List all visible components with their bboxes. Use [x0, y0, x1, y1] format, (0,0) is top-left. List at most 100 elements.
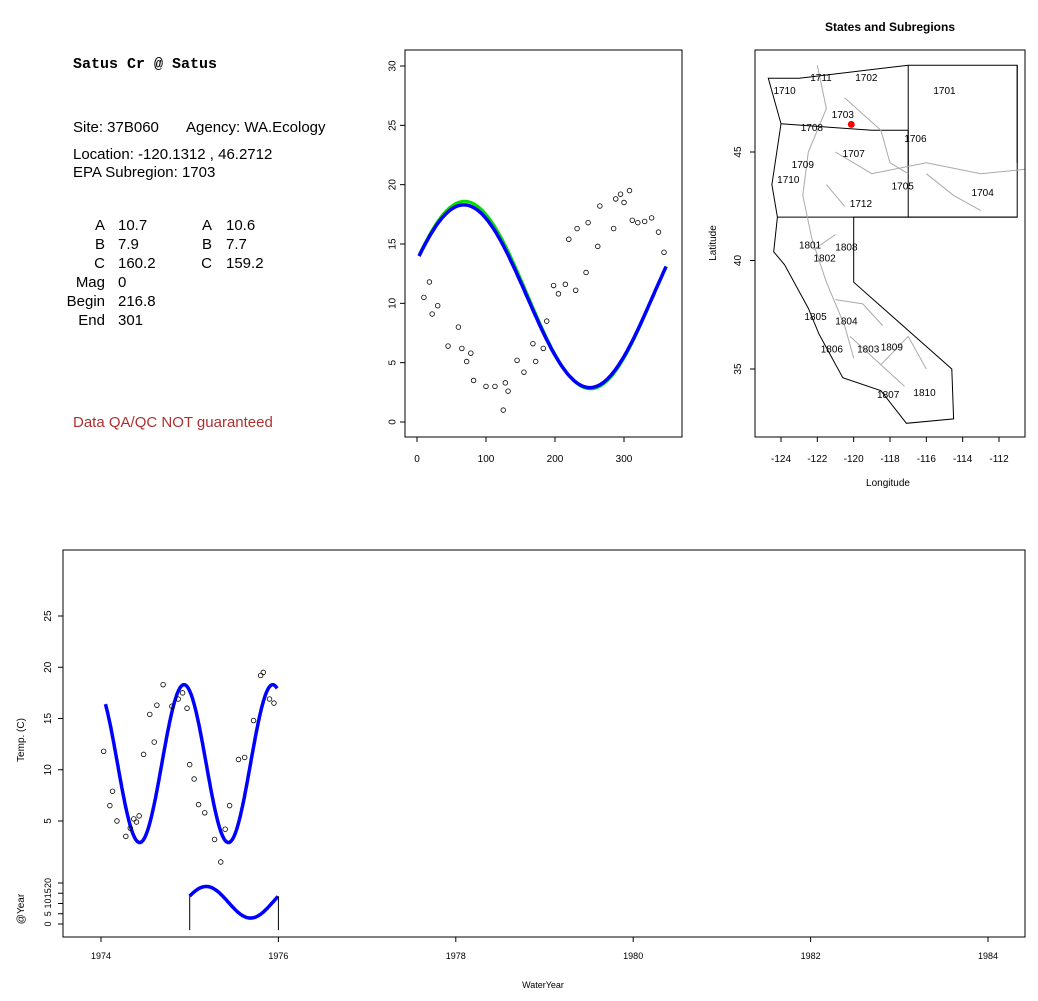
- y-tick-label: 15: [43, 713, 54, 725]
- seasonal-point: [574, 225, 580, 232]
- region-label: 1710: [777, 175, 800, 186]
- param-label: C: [94, 255, 105, 272]
- subregion-border: [835, 299, 884, 326]
- y-tick-label: 45: [733, 146, 744, 158]
- x-tick-label: 1984: [978, 951, 998, 961]
- param-label: Mag: [75, 274, 105, 291]
- subregion-border: [802, 65, 855, 359]
- timeseries-point: [127, 825, 133, 831]
- subregion-border: [880, 335, 927, 370]
- timeseries-point: [140, 751, 147, 758]
- seasonal-point: [468, 350, 474, 356]
- param-label: End: [78, 312, 105, 329]
- region-label: 1708: [801, 123, 824, 134]
- seasonal-point: [585, 219, 591, 226]
- x-tick-label: -120: [844, 454, 864, 465]
- y-tick-label: 40: [733, 255, 744, 267]
- seasonal-point: [445, 343, 451, 349]
- y-tick-bottom-label: 15: [43, 888, 53, 898]
- param-value: 0: [118, 274, 127, 291]
- x-tick-label: 0: [414, 454, 420, 465]
- seasonal-point: [642, 218, 648, 225]
- location-label: Location: -120.1312 , 46.2712: [73, 146, 273, 163]
- region-label: 1702: [855, 73, 878, 84]
- param-value: 216.8: [118, 293, 156, 310]
- timeseries-point: [179, 690, 186, 696]
- y-tick-label: 20: [388, 179, 399, 191]
- timeseries-point: [222, 826, 228, 832]
- y-tick-label: 5: [43, 818, 54, 824]
- seasonal-point: [521, 369, 527, 375]
- x-tick-label: -118: [880, 454, 900, 465]
- y-tick-label: 15: [388, 238, 399, 250]
- region-label: 1703: [832, 110, 855, 121]
- seasonal-point: [502, 380, 509, 386]
- param-label: Begin: [66, 293, 105, 310]
- seasonal-point: [550, 282, 557, 289]
- param-label: A: [201, 217, 212, 234]
- region-label: 1802: [813, 253, 836, 264]
- seasonal-point: [540, 345, 546, 352]
- timeseries-point: [154, 702, 160, 708]
- y-tick-label: 35: [733, 363, 744, 375]
- y-tick-bottom-label: 10: [43, 898, 53, 908]
- seasonal-point: [426, 279, 433, 285]
- param-value: 7.7: [226, 236, 247, 253]
- seasonal-point: [573, 287, 579, 293]
- timeseries-xlabel: WaterYear: [522, 980, 564, 990]
- subregion-border: [835, 151, 1025, 175]
- param-value: 7.9: [118, 236, 139, 253]
- timeseries-point: [211, 836, 218, 843]
- seasonal-point: [459, 345, 465, 352]
- subregion-border: [813, 234, 836, 251]
- timeseries-point: [266, 696, 273, 702]
- seasonal-point: [621, 199, 627, 206]
- x-tick-label: 100: [478, 454, 495, 465]
- map-title: States and Subregions: [825, 20, 955, 34]
- timeseries-point: [147, 711, 153, 718]
- x-tick-label: 1978: [446, 951, 466, 961]
- seasonal-point: [648, 215, 655, 221]
- x-tick-label: -114: [953, 454, 973, 465]
- seasonal-point: [421, 294, 427, 301]
- region-label: 1707: [843, 149, 866, 160]
- param-value: 10.7: [118, 217, 148, 234]
- timeseries-point: [250, 717, 257, 724]
- region-label: 1709: [792, 160, 815, 171]
- map-ylabel: Latitude: [708, 225, 719, 261]
- timeseries-point: [169, 703, 175, 709]
- param-label: B: [94, 236, 105, 253]
- seasonal-point: [610, 225, 617, 232]
- seasonal-point: [470, 377, 477, 384]
- seasonal-point: [505, 388, 511, 394]
- x-tick-label: -122: [807, 454, 827, 465]
- seasonal-point: [483, 383, 489, 390]
- region-label: 1706: [904, 134, 927, 145]
- timeseries-point: [107, 802, 113, 809]
- param-label: C: [201, 255, 212, 272]
- timeseries-point: [202, 810, 208, 816]
- x-tick-label: 200: [547, 454, 564, 465]
- x-tick-label: 1982: [801, 951, 821, 961]
- param-value: 301: [118, 312, 144, 329]
- x-tick-label: 1976: [268, 951, 288, 961]
- x-tick-label: -116: [917, 454, 937, 465]
- param-label: A: [94, 217, 105, 234]
- seasonal-point: [661, 249, 667, 256]
- y-tick-label: 5: [388, 359, 399, 365]
- timeseries-point: [195, 801, 202, 808]
- subregion-border: [826, 184, 845, 207]
- y-tick-bottom-label: 0: [43, 921, 53, 926]
- subregion-label: EPA Subregion: 1703: [73, 164, 216, 181]
- seasonal-point: [555, 291, 562, 297]
- region-label: 1801: [799, 240, 822, 251]
- region-label: 1710: [774, 86, 797, 97]
- seasonal-fit-line: [417, 203, 668, 390]
- subregion-border: [844, 97, 909, 175]
- seasonal-point: [435, 303, 441, 309]
- param-value: 159.2: [226, 255, 264, 272]
- timeseries-point: [218, 859, 224, 865]
- timeseries-frame: [62, 549, 1026, 938]
- timeseries-point: [131, 816, 137, 822]
- region-label: 1808: [835, 242, 858, 253]
